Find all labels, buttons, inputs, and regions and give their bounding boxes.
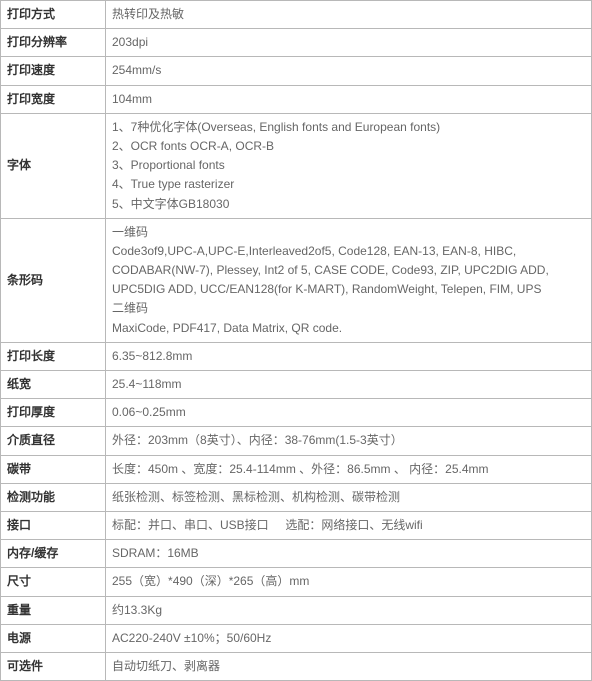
spec-table: 打印方式热转印及热敏打印分辨率203dpi打印速度254mm/s打印宽度104m…: [0, 0, 592, 681]
spec-value: 外径：203mm（8英寸）、内径：38-76mm(1.5-3英寸）: [106, 427, 592, 455]
spec-row: 打印宽度104mm: [1, 85, 592, 113]
spec-label: 打印长度: [1, 342, 106, 370]
spec-label: 打印分辨率: [1, 29, 106, 57]
spec-label: 打印方式: [1, 1, 106, 29]
spec-value: 25.4~118mm: [106, 371, 592, 399]
spec-row: 打印分辨率203dpi: [1, 29, 592, 57]
spec-label: 条形码: [1, 218, 106, 342]
spec-row: 介质直径外径：203mm（8英寸）、内径：38-76mm(1.5-3英寸）: [1, 427, 592, 455]
spec-row: 碳带长度：450m 、宽度：25.4-114mm 、外径：86.5mm 、 内径…: [1, 455, 592, 483]
spec-row: 电源AC220-240V ±10%；50/60Hz: [1, 624, 592, 652]
spec-label: 接口: [1, 511, 106, 539]
spec-row: 纸宽25.4~118mm: [1, 371, 592, 399]
spec-value-line: 2、OCR fonts OCR-A, OCR-B: [112, 137, 585, 156]
spec-label: 打印厚度: [1, 399, 106, 427]
spec-row: 重量约13.3Kg: [1, 596, 592, 624]
spec-value: 1、7种优化字体(Overseas, English fonts and Eur…: [106, 113, 592, 218]
spec-row: 接口标配：并口、串口、USB接口 选配：网络接口、无线wifi: [1, 511, 592, 539]
spec-label: 检测功能: [1, 483, 106, 511]
spec-row: 字体 1、7种优化字体(Overseas, English fonts and E…: [1, 113, 592, 218]
spec-label: 内存/缓存: [1, 540, 106, 568]
spec-value: 长度：450m 、宽度：25.4-114mm 、外径：86.5mm 、 内径：2…: [106, 455, 592, 483]
spec-row: 尺寸255（宽）*490（深）*265（高）mm: [1, 568, 592, 596]
spec-label: 打印宽度: [1, 85, 106, 113]
spec-label: 打印速度: [1, 57, 106, 85]
spec-value-line: 一维码: [112, 223, 585, 242]
spec-row: 打印厚度0.06~0.25mm: [1, 399, 592, 427]
spec-row: 内存/缓存SDRAM：16MB: [1, 540, 592, 568]
spec-value-line: 1、7种优化字体(Overseas, English fonts and Eur…: [112, 118, 585, 137]
spec-value: 0.06~0.25mm: [106, 399, 592, 427]
spec-value: 约13.3Kg: [106, 596, 592, 624]
spec-label: 重量: [1, 596, 106, 624]
spec-value-line: Code3of9,UPC-A,UPC-E,Interleaved2of5, Co…: [112, 242, 585, 300]
spec-value: 一维码Code3of9,UPC-A,UPC-E,Interleaved2of5,…: [106, 218, 592, 342]
spec-row: 打印速度254mm/s: [1, 57, 592, 85]
spec-label: 介质直径: [1, 427, 106, 455]
spec-value: 标配：并口、串口、USB接口 选配：网络接口、无线wifi: [106, 511, 592, 539]
spec-value-line: 3、Proportional fonts: [112, 156, 585, 175]
spec-label: 纸宽: [1, 371, 106, 399]
spec-value: 203dpi: [106, 29, 592, 57]
spec-label: 可选件: [1, 652, 106, 680]
spec-value: SDRAM：16MB: [106, 540, 592, 568]
spec-value: 104mm: [106, 85, 592, 113]
spec-row: 条形码一维码Code3of9,UPC-A,UPC-E,Interleaved2o…: [1, 218, 592, 342]
spec-value: 255（宽）*490（深）*265（高）mm: [106, 568, 592, 596]
spec-label: 电源: [1, 624, 106, 652]
spec-value-line: 5、中文字体GB18030: [112, 195, 585, 214]
spec-value-line: MaxiCode, PDF417, Data Matrix, QR code.: [112, 319, 585, 338]
spec-value: 热转印及热敏: [106, 1, 592, 29]
spec-value: 纸张检测、标签检测、黑标检测、机构检测、碳带检测: [106, 483, 592, 511]
spec-row: 检测功能纸张检测、标签检测、黑标检测、机构检测、碳带检测: [1, 483, 592, 511]
spec-row: 可选件自动切纸刀、剥离器: [1, 652, 592, 680]
spec-value: 自动切纸刀、剥离器: [106, 652, 592, 680]
spec-value: AC220-240V ±10%；50/60Hz: [106, 624, 592, 652]
spec-value: 6.35~812.8mm: [106, 342, 592, 370]
spec-row: 打印方式热转印及热敏: [1, 1, 592, 29]
spec-value-line: 二维码: [112, 299, 585, 318]
spec-value-line: 4、True type rasterizer: [112, 175, 585, 194]
spec-label: 尺寸: [1, 568, 106, 596]
spec-value: 254mm/s: [106, 57, 592, 85]
spec-label: 碳带: [1, 455, 106, 483]
spec-label: 字体: [1, 113, 106, 218]
spec-row: 打印长度6.35~812.8mm: [1, 342, 592, 370]
